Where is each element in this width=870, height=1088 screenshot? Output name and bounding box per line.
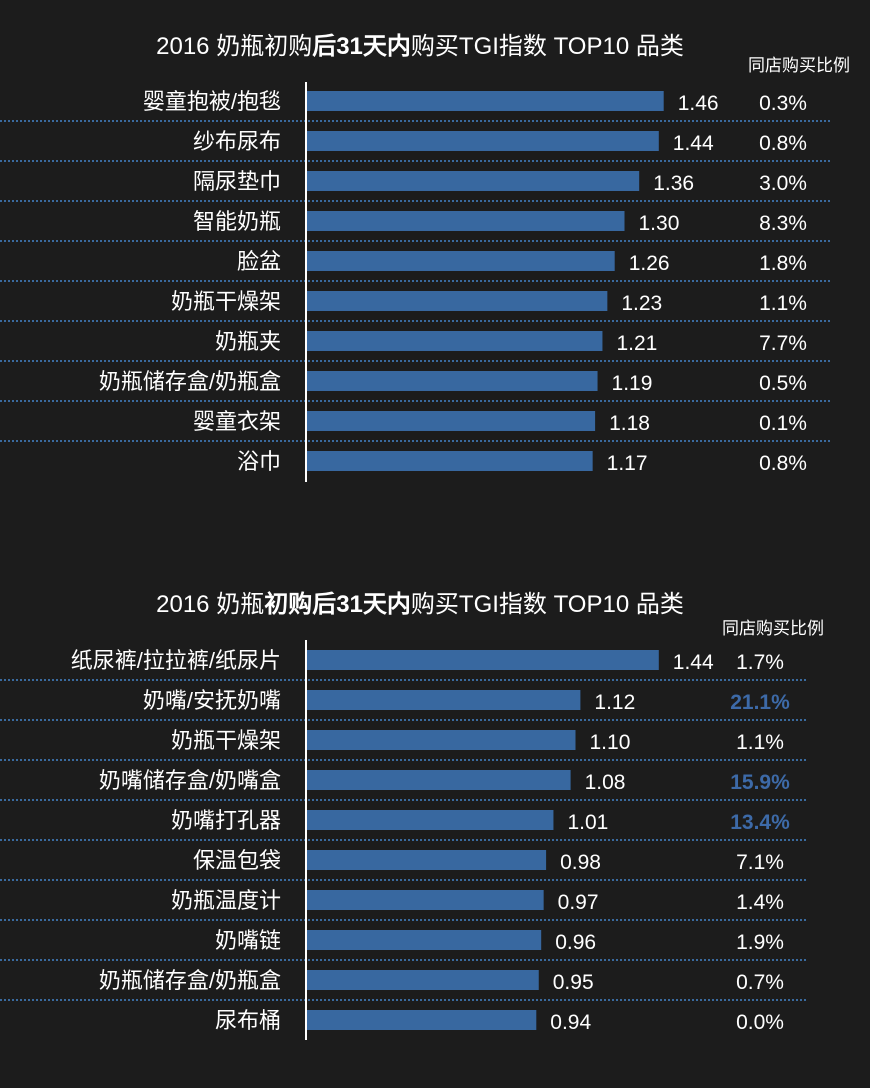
bar xyxy=(306,211,625,231)
bar xyxy=(306,91,664,111)
value-label: 1.30 xyxy=(639,212,680,235)
share-label: 0.8% xyxy=(759,452,807,475)
value-label: 1.17 xyxy=(607,452,648,475)
category-label: 尿布桶 xyxy=(215,1008,281,1033)
share-label: 1.9% xyxy=(736,931,784,954)
bar xyxy=(306,650,659,670)
value-label: 1.10 xyxy=(590,731,631,754)
chart-title-part: 2016 奶瓶初购 xyxy=(156,33,312,60)
share-label: 3.0% xyxy=(759,172,807,195)
bar xyxy=(306,890,544,910)
category-label: 纸尿裤/拉拉裤/纸尿片 xyxy=(71,648,281,673)
value-label: 0.98 xyxy=(560,851,601,874)
category-label: 隔尿垫巾 xyxy=(193,169,281,194)
value-label: 1.46 xyxy=(678,92,719,115)
share-label: 13.4% xyxy=(730,811,790,834)
chart-title-part: 后31天内 xyxy=(312,33,411,60)
chart-title-part: 购买TGI指数 TOP10 品类 xyxy=(411,591,684,618)
category-label: 奶瓶储存盒/奶瓶盒 xyxy=(99,968,281,993)
share-label: 1.4% xyxy=(736,891,784,914)
bar xyxy=(306,451,593,471)
category-label: 脸盆 xyxy=(237,249,281,274)
bar xyxy=(306,850,547,870)
value-label: 0.95 xyxy=(553,971,594,994)
bar xyxy=(306,171,640,191)
bar xyxy=(306,251,615,271)
share-label: 1.1% xyxy=(759,292,807,315)
category-label: 奶嘴打孔器 xyxy=(171,808,281,833)
value-label: 1.44 xyxy=(673,132,714,155)
value-label: 1.44 xyxy=(673,651,714,674)
value-label: 1.12 xyxy=(594,691,635,714)
category-label: 奶嘴储存盒/奶嘴盒 xyxy=(99,768,281,793)
column-header: 同店购买比例 xyxy=(722,619,824,638)
category-label: 奶瓶夹 xyxy=(215,329,281,354)
bar xyxy=(306,690,581,710)
bar xyxy=(306,131,659,151)
share-label: 8.3% xyxy=(759,212,807,235)
bar xyxy=(306,930,542,950)
share-label: 7.7% xyxy=(759,332,807,355)
chart-title: 2016 奶瓶初购后31天内购买TGI指数 TOP10 品类 xyxy=(156,591,684,618)
bar xyxy=(306,810,554,830)
share-label: 1.1% xyxy=(736,731,784,754)
bar xyxy=(306,411,596,431)
category-label: 浴巾 xyxy=(237,449,281,474)
value-label: 1.19 xyxy=(612,372,653,395)
bar xyxy=(306,970,539,990)
share-label: 0.0% xyxy=(736,1011,784,1034)
value-label: 1.08 xyxy=(585,771,626,794)
share-label: 0.7% xyxy=(736,971,784,994)
category-label: 保温包袋 xyxy=(193,848,281,873)
chart-title-part: 2016 奶瓶 xyxy=(156,591,264,618)
share-label: 7.1% xyxy=(736,851,784,874)
bar xyxy=(306,371,598,391)
category-label: 奶瓶干燥架 xyxy=(171,289,281,314)
value-label: 0.96 xyxy=(555,931,596,954)
value-label: 0.97 xyxy=(558,891,599,914)
category-label: 奶瓶储存盒/奶瓶盒 xyxy=(99,369,281,394)
bar xyxy=(306,1010,537,1030)
value-label: 1.36 xyxy=(653,172,694,195)
value-label: 0.94 xyxy=(550,1011,591,1034)
chart-title-part: 购买TGI指数 TOP10 品类 xyxy=(411,33,684,60)
share-label: 1.8% xyxy=(759,252,807,275)
category-label: 婴童抱被/抱毯 xyxy=(143,89,281,114)
category-label: 智能奶瓶 xyxy=(193,209,281,234)
chart-title: 2016 奶瓶初购后31天内购买TGI指数 TOP10 品类 xyxy=(156,33,684,60)
share-label: 21.1% xyxy=(730,691,790,714)
category-label: 奶瓶干燥架 xyxy=(171,728,281,753)
bar xyxy=(306,770,571,790)
share-label: 0.1% xyxy=(759,412,807,435)
value-label: 1.21 xyxy=(616,332,657,355)
value-label: 1.01 xyxy=(567,811,608,834)
value-label: 1.18 xyxy=(609,412,650,435)
share-label: 15.9% xyxy=(730,771,790,794)
bar xyxy=(306,291,608,311)
category-label: 纱布尿布 xyxy=(193,129,281,154)
category-label: 婴童衣架 xyxy=(193,409,281,434)
category-label: 奶嘴/安抚奶嘴 xyxy=(143,688,281,713)
share-label: 0.8% xyxy=(759,132,807,155)
category-label: 奶瓶温度计 xyxy=(171,888,281,913)
share-label: 1.7% xyxy=(736,651,784,674)
column-header: 同店购买比例 xyxy=(748,56,850,75)
value-label: 1.23 xyxy=(621,292,662,315)
share-label: 0.5% xyxy=(759,372,807,395)
chart-title-part: 初购后31天内 xyxy=(264,591,411,618)
share-label: 0.3% xyxy=(759,92,807,115)
bar xyxy=(306,331,603,351)
value-label: 1.26 xyxy=(629,252,670,275)
bar xyxy=(306,730,576,750)
category-label: 奶嘴链 xyxy=(215,928,281,953)
